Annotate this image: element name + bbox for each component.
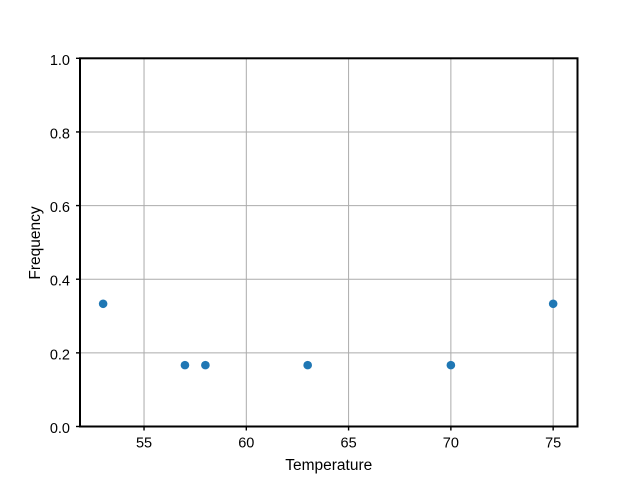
svg-text:Temperature: Temperature xyxy=(285,457,372,474)
svg-text:0.8: 0.8 xyxy=(50,126,70,142)
svg-text:0.4: 0.4 xyxy=(50,274,70,290)
svg-text:70: 70 xyxy=(443,436,459,452)
svg-text:60: 60 xyxy=(238,436,254,452)
svg-text:0.6: 0.6 xyxy=(50,200,70,216)
svg-text:1.0: 1.0 xyxy=(50,53,70,69)
svg-text:55: 55 xyxy=(136,436,152,452)
svg-text:75: 75 xyxy=(545,436,561,452)
svg-text:0.0: 0.0 xyxy=(50,421,70,437)
svg-text:65: 65 xyxy=(341,436,357,452)
svg-text:0.2: 0.2 xyxy=(50,347,70,363)
svg-text:Frequency: Frequency xyxy=(27,206,44,279)
